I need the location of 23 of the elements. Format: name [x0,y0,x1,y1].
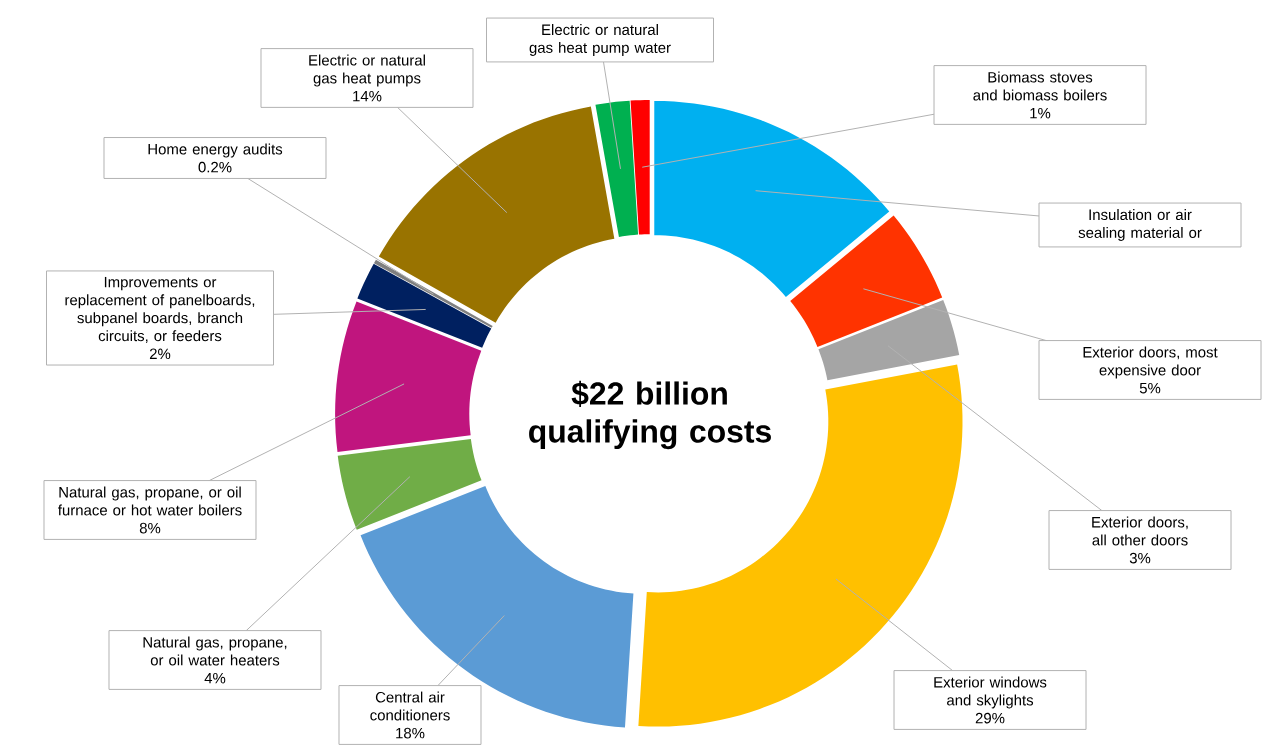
slice-label: Home energy audits [148,143,283,158]
slice-label: Natural gas, propane, or oil furnace or hot water boilers [58,486,242,516]
data-label: 8% [139,522,161,534]
slice-label: Exterior doors, most expensive door [1083,346,1218,379]
slice-label: Exterior windows and skylights [934,676,1047,709]
data-label: 4% [204,672,226,684]
data-label: 2% [149,348,171,360]
slice-label: Insulation or air sealing material or [1078,209,1202,241]
data-label: 3% [1129,552,1151,564]
data-label: 14% [353,90,382,102]
slice-label: Central air conditioners [370,691,450,721]
data-label: 5% [1139,382,1161,394]
slice-label: Biomass stoves and biomass boilers [973,71,1107,101]
text: $22 billion qualifying costs [529,380,771,450]
slice-label: Electric or natural gas heat pumps [309,54,425,87]
slice-label: Exterior doors, all other doors [1092,516,1188,546]
data-label: 0.2% [198,161,232,173]
data-label: 29% [975,712,1005,724]
slice-label: Electric or natural gas heat pump water [529,24,671,56]
slice-label: Improvements or replacement of panelboards, subpanel boards, branch circuits, or feeders [65,276,255,343]
data-label: 1% [1030,107,1051,119]
slice-label: Natural gas, propane, or oil water heaters [143,636,287,666]
data-label: 18% [396,727,425,739]
